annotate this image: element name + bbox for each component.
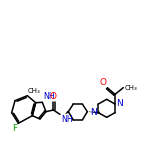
Polygon shape bbox=[87, 112, 100, 114]
Text: CH₃: CH₃ bbox=[124, 85, 137, 91]
Text: NH: NH bbox=[61, 115, 73, 124]
Text: F: F bbox=[12, 124, 17, 133]
Text: CH₃: CH₃ bbox=[28, 88, 41, 94]
Text: NH: NH bbox=[43, 92, 55, 101]
Text: N: N bbox=[90, 108, 97, 117]
Polygon shape bbox=[65, 111, 69, 114]
Text: N: N bbox=[116, 100, 123, 109]
Text: O: O bbox=[50, 92, 57, 101]
Text: O: O bbox=[99, 78, 106, 87]
